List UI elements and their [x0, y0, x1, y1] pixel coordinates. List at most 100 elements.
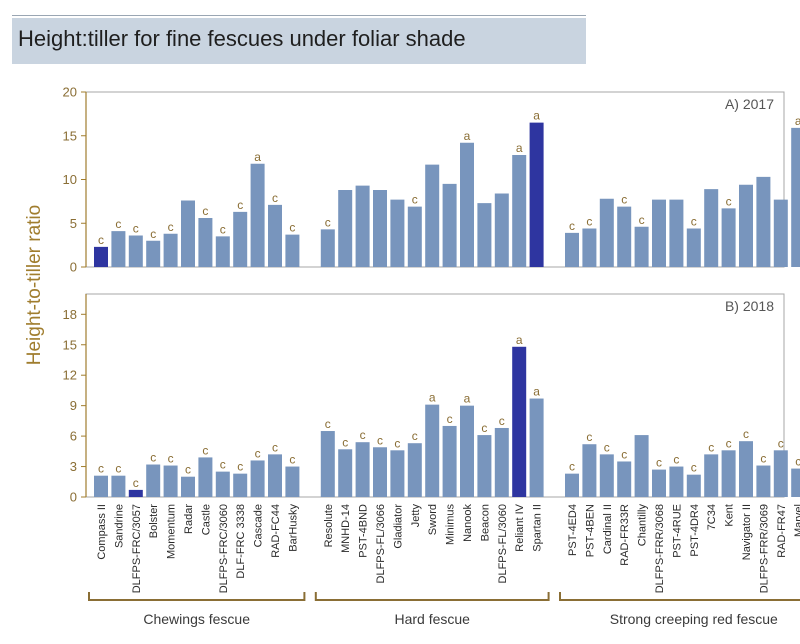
group-label: Strong creeping red fescue	[610, 611, 778, 627]
bar	[494, 427, 509, 497]
significance-letter: c	[760, 452, 766, 466]
category-label: Nanook	[462, 504, 474, 542]
bar	[442, 183, 457, 267]
significance-letter: c	[569, 460, 575, 474]
y-tick-label: 0	[70, 490, 77, 505]
category-label: RAD-FC44	[270, 504, 282, 558]
significance-letter: c	[150, 227, 156, 241]
significance-letter: c	[394, 436, 400, 450]
category-label: Minimus	[445, 504, 457, 545]
y-tick-label: 12	[63, 368, 77, 383]
bar	[285, 466, 300, 497]
category-label: DLFPS-FRC/3060	[218, 504, 230, 593]
bar	[773, 199, 788, 267]
significance-letter: c	[481, 421, 487, 435]
category-label: DLFPS-FRR/3068	[654, 504, 666, 593]
significance-letter: a	[795, 114, 800, 128]
bar	[739, 441, 753, 497]
significance-letter: c	[586, 215, 592, 229]
bar	[250, 460, 265, 497]
category-label: RAD-FR33R	[619, 504, 631, 566]
category-label: MNHD-14	[340, 504, 352, 553]
bar	[111, 475, 126, 497]
significance-letter: c	[604, 440, 610, 454]
significance-letter: c	[237, 198, 243, 212]
bar	[320, 431, 335, 497]
bar	[721, 450, 736, 497]
category-label: Cascade	[253, 504, 265, 547]
significance-letter: a	[464, 392, 471, 406]
panel-label: A) 2017	[725, 96, 774, 112]
bar	[181, 476, 195, 497]
bar	[94, 475, 108, 497]
y-tick-label: 9	[70, 398, 77, 413]
category-label: Reliant IV	[514, 503, 526, 551]
significance-letter: c	[150, 451, 156, 465]
significance-letter: c	[98, 233, 104, 247]
group-bracket	[314, 592, 550, 601]
group-bracket	[559, 592, 800, 601]
category-label: DLFPS-FRR/3069	[758, 504, 770, 593]
bar	[669, 466, 684, 497]
category-label: Gladiator	[392, 504, 404, 549]
y-tick-label: 20	[63, 85, 77, 100]
category-label: PST-4DR4	[689, 504, 701, 557]
bar	[617, 461, 632, 497]
category-label: Spartan II	[532, 504, 544, 552]
category-label: DLFPS-FL/3060	[497, 504, 509, 583]
significance-letter: c	[272, 440, 278, 454]
bar	[215, 236, 230, 267]
significance-letter: c	[778, 436, 784, 450]
bar	[634, 435, 649, 497]
bar	[652, 199, 666, 267]
bar	[425, 404, 440, 497]
y-tick-label: 3	[70, 459, 77, 474]
significance-letter: c	[743, 427, 749, 441]
category-label: PST-4BND	[358, 504, 370, 558]
category-label: Momentum	[166, 504, 178, 559]
y-tick-label: 18	[63, 307, 77, 322]
group-label: Hard fescue	[394, 611, 470, 627]
category-label: Marvel	[793, 504, 800, 537]
bar	[669, 199, 684, 267]
bar	[425, 164, 440, 267]
category-label: PST-4RUE	[671, 504, 683, 558]
title-banner	[12, 18, 586, 64]
category-label: BarHusky	[287, 504, 299, 552]
category-label: Chantilly	[637, 504, 649, 547]
category-label: 7C34	[706, 504, 718, 530]
bar	[791, 127, 800, 267]
category-label: Jetty	[410, 504, 422, 528]
significance-letter: c	[708, 440, 714, 454]
category-label: Navigator II	[741, 504, 753, 560]
y-tick-label: 15	[63, 337, 77, 352]
significance-letter: c	[673, 453, 679, 467]
bar	[215, 471, 230, 497]
bar	[128, 489, 143, 497]
significance-letter: c	[202, 443, 208, 457]
bar	[233, 473, 248, 497]
category-labels: Compass II Sandrine DLFPS-FRC/3057 Bolster M…	[96, 503, 800, 593]
significance-letter: a	[429, 391, 436, 405]
significance-letter: c	[499, 414, 505, 428]
significance-letter: a	[254, 150, 261, 164]
bars	[94, 122, 800, 497]
bar	[320, 229, 335, 267]
y-tick-label: 10	[63, 172, 77, 187]
bar	[704, 454, 719, 497]
significance-letter: c	[202, 204, 208, 218]
category-label: Radar	[183, 504, 195, 534]
y-tick-label: 6	[70, 429, 77, 444]
bar	[477, 435, 492, 497]
bar	[582, 228, 597, 267]
significance-letter: c	[272, 191, 278, 205]
category-label: DLFPS-FRC/3057	[131, 504, 143, 593]
significance-letter: c	[325, 215, 331, 229]
significance-letter: c	[412, 429, 418, 443]
significance-letter: c	[168, 452, 174, 466]
significance-letter: c	[726, 194, 732, 208]
significance-letter: c	[237, 460, 243, 474]
bar	[617, 206, 632, 267]
bar	[338, 449, 353, 497]
